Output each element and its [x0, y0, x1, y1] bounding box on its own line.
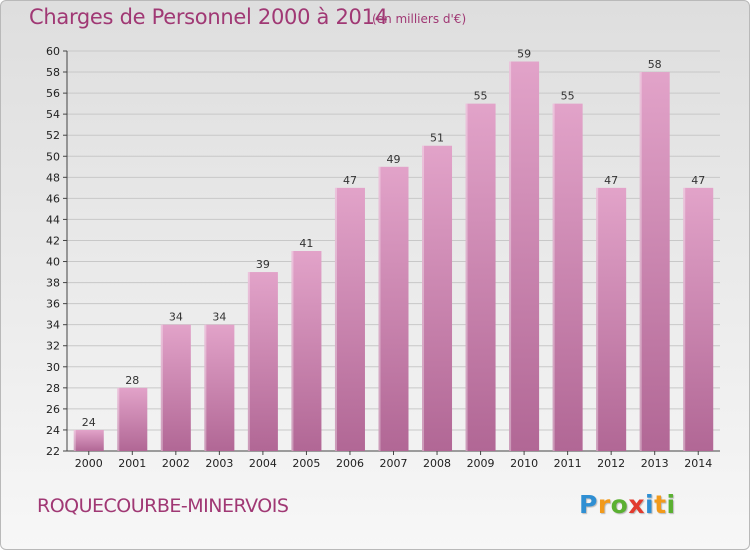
x-tick-label: 2001 — [118, 457, 146, 470]
bar-highlight — [552, 103, 555, 451]
bar — [291, 251, 322, 451]
bar — [509, 61, 540, 452]
logo-letter: i — [645, 490, 655, 519]
logo-letter: o — [610, 490, 629, 519]
y-tick-label: 50 — [46, 150, 60, 163]
y-tick-label: 36 — [46, 298, 60, 311]
y-tick-label: 24 — [46, 424, 60, 437]
bar-highlight — [596, 187, 599, 451]
y-tick-label: 26 — [46, 403, 60, 416]
data-label: 47 — [691, 174, 705, 187]
y-tick-label: 56 — [46, 87, 60, 100]
y-tick-label: 52 — [46, 129, 60, 142]
y-tick-label: 46 — [46, 192, 60, 205]
bar-highlight — [509, 61, 512, 452]
data-label: 47 — [343, 174, 357, 187]
x-tick-label: 2004 — [249, 457, 277, 470]
logo-letter: x — [628, 490, 645, 519]
bar-highlight — [334, 187, 337, 451]
y-tick-label: 44 — [46, 213, 60, 226]
y-tick-label: 30 — [46, 361, 60, 374]
bar — [465, 103, 496, 451]
bar-highlight — [160, 324, 163, 451]
x-tick-label: 2005 — [292, 457, 320, 470]
logo-letter: i — [666, 490, 676, 519]
data-label: 58 — [648, 58, 662, 71]
y-tick-label: 42 — [46, 234, 60, 247]
x-tick-label: 2010 — [510, 457, 538, 470]
bar-highlight — [73, 429, 76, 451]
bar-highlight — [422, 145, 425, 451]
bar-highlight — [117, 387, 120, 451]
y-tick-label: 48 — [46, 171, 60, 184]
x-tick-label: 2000 — [75, 457, 103, 470]
bar — [247, 272, 278, 451]
data-label: 59 — [517, 48, 531, 61]
bar — [683, 187, 714, 451]
x-tick-label: 2006 — [336, 457, 364, 470]
bar-highlight — [204, 324, 207, 451]
y-tick-label: 34 — [46, 319, 60, 332]
bar-highlight — [378, 166, 381, 451]
y-tick-label: 28 — [46, 382, 60, 395]
bar-highlight — [683, 187, 686, 451]
data-labels: 24 28 34 34 39 41 47 49 51 55 59 55 47 58 47 — [82, 48, 705, 429]
data-label: 47 — [604, 174, 618, 187]
bar — [117, 387, 148, 451]
data-label: 34 — [169, 311, 183, 324]
y-tick-label: 32 — [46, 340, 60, 353]
data-label: 51 — [430, 132, 444, 145]
y-tick-label: 40 — [46, 256, 60, 269]
data-label: 28 — [125, 374, 139, 387]
bar — [639, 72, 670, 451]
x-tick-label: 2008 — [423, 457, 451, 470]
x-tick-label: 2013 — [641, 457, 669, 470]
y-tick-label: 54 — [46, 108, 60, 121]
x-tick-label: 2014 — [684, 457, 712, 470]
bar-highlight — [247, 272, 250, 451]
data-label: 34 — [212, 311, 226, 324]
bar — [422, 145, 453, 451]
x-tick-label: 2002 — [162, 457, 190, 470]
x-tick-label: 2007 — [380, 457, 408, 470]
y-tick-label: 58 — [46, 66, 60, 79]
proxiti-logo[interactable]: Proxiti — [579, 490, 676, 519]
x-tick-label: 2009 — [467, 457, 495, 470]
bar — [204, 324, 235, 451]
bar — [334, 187, 365, 451]
bar-highlight — [291, 251, 294, 451]
data-label: 24 — [82, 416, 96, 429]
chart-subtitle: (en milliers d'€) — [372, 12, 467, 26]
logo-letter: r — [597, 490, 611, 519]
data-label: 39 — [256, 258, 270, 271]
bar-highlight — [639, 72, 642, 451]
data-label: 55 — [561, 90, 575, 103]
bar — [378, 166, 409, 451]
x-tick-label: 2003 — [205, 457, 233, 470]
x-tick-label: 2012 — [597, 457, 625, 470]
bars — [73, 61, 714, 452]
y-tick-label: 38 — [46, 277, 60, 290]
data-label: 49 — [387, 153, 401, 166]
bar — [160, 324, 191, 451]
x-tick-label: 2011 — [554, 457, 582, 470]
chart-title: Charges de Personnel 2000 à 2014 — [29, 5, 388, 29]
logo-letter: P — [579, 490, 598, 519]
bar — [552, 103, 583, 451]
bar — [73, 429, 104, 451]
y-tick-label: 22 — [46, 445, 60, 458]
logo-letter: t — [654, 490, 667, 519]
data-label: 41 — [299, 237, 313, 250]
bar-highlight — [465, 103, 468, 451]
city-name: ROQUECOURBE-MINERVOIS — [37, 495, 289, 517]
y-tick-label: 60 — [46, 45, 60, 58]
bar — [596, 187, 627, 451]
data-label: 55 — [474, 90, 488, 103]
